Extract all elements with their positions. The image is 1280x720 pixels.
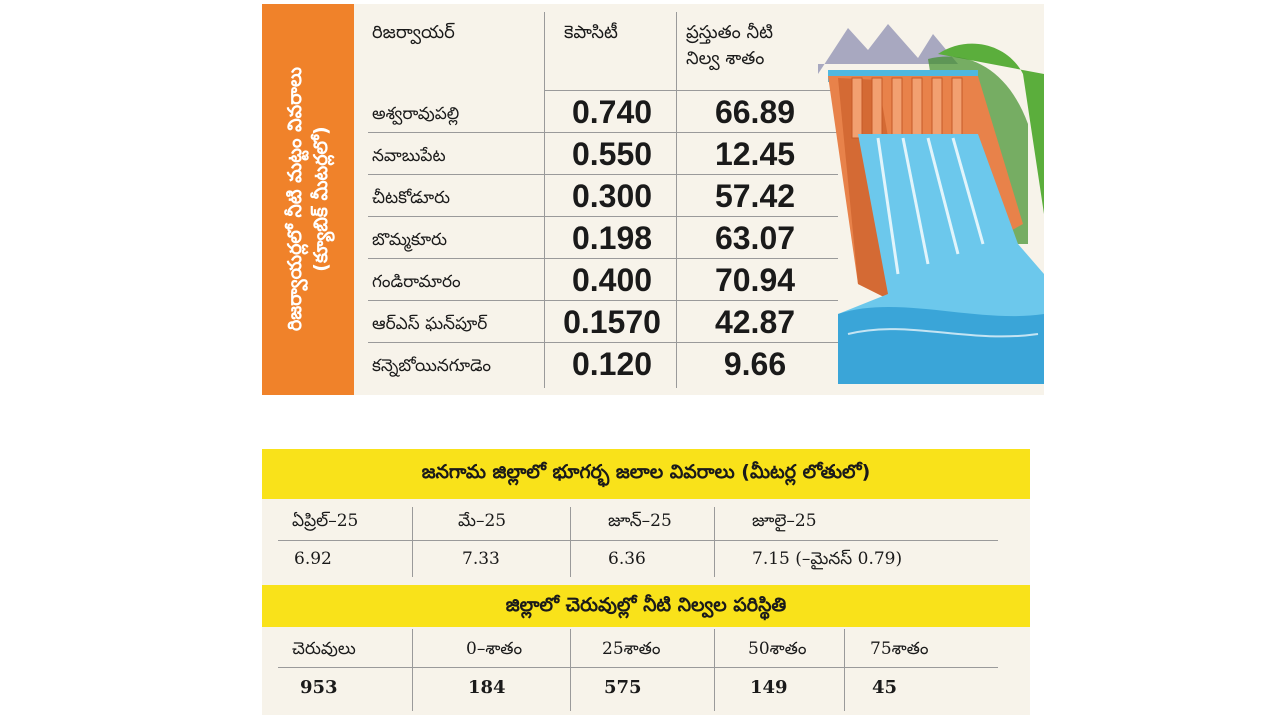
table-row: చీటకోడూరు 0.300 57.42	[368, 176, 838, 218]
reservoir-name: ఆర్ఎస్ ఘన్‌పూర్	[372, 314, 488, 334]
reservoir-name: చీటకోడూరు	[372, 188, 451, 208]
reservoir-name: బొమ్మకూరు	[372, 230, 448, 250]
reservoir-capacity: 0.198	[571, 220, 653, 256]
reservoir-name: అశ్వరావుపల్లి	[372, 104, 460, 124]
ponds-value-0pct: 184	[468, 677, 506, 698]
side-title-line2: (క్యూబిక్ మీటర్లలో)	[310, 126, 332, 272]
value-may: 7.33	[462, 549, 500, 569]
groundwater-card: జనగామ జిల్లాలో భూగర్భ జలాల వివరాలు (మీటర…	[262, 449, 1030, 715]
ponds-header-75pct: 75శాతం	[870, 639, 929, 659]
reservoir-name: కన్నెబోయినగూడెం	[372, 356, 491, 376]
reservoir-capacity: 0.740	[571, 94, 653, 130]
column-divider	[570, 629, 571, 711]
row-divider	[278, 540, 998, 541]
table-row: గండిరామారం 0.400 70.94	[368, 260, 838, 302]
reservoir-side-title: రిజర్వాయర్లలో నీటి మట్టం వివరాలు (క్యూబి…	[262, 4, 354, 395]
table-row: నవాబుపేట 0.550 12.45	[368, 134, 838, 176]
table-row: ఆర్ఎస్ ఘన్‌పూర్ 0.1570 42.87	[368, 302, 838, 344]
column-divider	[412, 629, 413, 711]
column-divider	[714, 629, 715, 711]
ponds-header-25pct: 25శాతం	[602, 639, 661, 659]
value-july: 7.15 (–మైనస్ 0.79)	[752, 549, 903, 569]
column-divider	[544, 12, 545, 388]
ponds-value-total: 953	[300, 677, 338, 698]
reservoir-name: గండిరామారం	[372, 272, 461, 292]
column-divider	[412, 507, 413, 577]
column-divider	[676, 12, 677, 388]
row-divider	[544, 90, 838, 91]
table-row: అశ్వరావుపల్లి 0.740 66.89	[368, 92, 838, 134]
groundwater-title: జనగామ జిల్లాలో భూగర్భ జలాల వివరాలు (మీటర…	[262, 449, 1030, 499]
reservoir-name: నవాబుపేట	[372, 146, 446, 166]
side-title-line1: రిజర్వాయర్లలో నీటి మట్టం వివరాలు	[284, 66, 306, 332]
month-april: ఏప్రిల్–25	[292, 511, 359, 531]
ponds-header-0pct: 0–శాతం	[466, 639, 523, 659]
ponds-value-75pct: 45	[872, 677, 898, 698]
ponds-header-50pct: 50శాతం	[748, 639, 807, 659]
row-divider	[368, 132, 838, 133]
month-july: జూలై–25	[752, 511, 817, 531]
reservoir-percent: 42.87	[714, 304, 796, 340]
reservoir-percent: 57.42	[714, 178, 796, 214]
row-divider	[368, 300, 838, 301]
value-april: 6.92	[294, 549, 332, 569]
ponds-title: జిల్లాలో చెరువుల్లో నీటి నిల్వల పరిస్థిత…	[262, 585, 1030, 627]
month-june: జూన్–25	[608, 511, 672, 531]
reservoir-percent: 66.89	[714, 94, 796, 130]
dam-illustration	[818, 24, 1044, 384]
reservoir-capacity: 0.120	[571, 346, 653, 382]
column-divider	[714, 507, 715, 577]
column-divider	[844, 629, 845, 711]
reservoir-percent: 9.66	[723, 346, 787, 382]
table-row: కన్నెబోయినగూడెం 0.120 9.66	[368, 344, 838, 386]
ponds-value-50pct: 149	[750, 677, 788, 698]
ponds-header-total: చెరువులు	[292, 639, 356, 659]
reservoir-table: రిజర్వాయర్ కెపాసిటీ ప్రస్తుతం నీటి నిల్వ…	[368, 12, 838, 388]
reservoir-capacity: 0.550	[571, 136, 653, 172]
reservoir-capacity: 0.300	[571, 178, 653, 214]
table-row: బొమ్మకూరు 0.198 63.07	[368, 218, 838, 260]
reservoir-capacity: 0.400	[571, 262, 653, 298]
reservoir-percent: 70.94	[714, 262, 796, 298]
header-reservoir: రిజర్వాయర్	[372, 22, 455, 43]
column-divider	[570, 507, 571, 577]
value-june: 6.36	[608, 549, 646, 569]
row-divider	[368, 174, 838, 175]
reservoir-capacity: 0.1570	[563, 304, 661, 340]
ponds-value-25pct: 575	[604, 677, 642, 698]
header-capacity: కెపాసిటీ	[564, 22, 618, 43]
reservoir-percent: 63.07	[714, 220, 796, 256]
row-divider	[278, 667, 998, 668]
row-divider	[368, 216, 838, 217]
row-divider	[368, 258, 838, 259]
row-divider	[368, 342, 838, 343]
river-water	[838, 306, 1044, 384]
reservoir-percent: 12.45	[714, 136, 796, 172]
reservoir-card: రిజర్వాయర్లలో నీటి మట్టం వివరాలు (క్యూబి…	[262, 4, 1044, 395]
month-may: మే–25	[458, 511, 507, 531]
header-current-storage: ప్రస్తుతం నీటి నిల్వ శాతం	[686, 22, 774, 69]
mountain-shape	[818, 24, 958, 74]
